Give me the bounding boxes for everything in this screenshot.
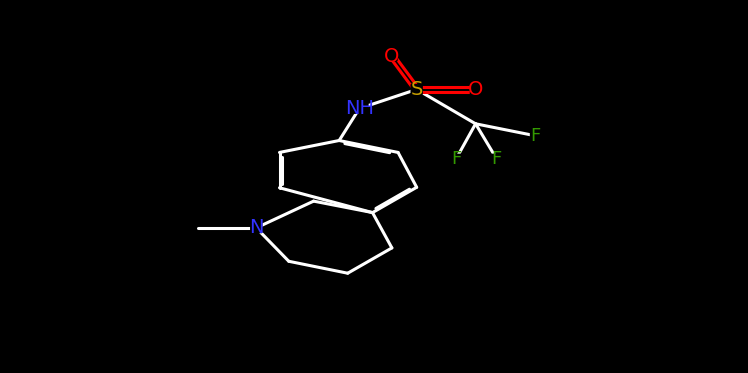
FancyBboxPatch shape bbox=[250, 222, 263, 233]
Text: F: F bbox=[451, 150, 462, 167]
Text: NH: NH bbox=[345, 99, 374, 118]
Text: O: O bbox=[468, 80, 483, 99]
FancyBboxPatch shape bbox=[451, 154, 462, 164]
FancyBboxPatch shape bbox=[491, 154, 502, 164]
Text: S: S bbox=[411, 80, 423, 99]
Text: O: O bbox=[384, 47, 399, 66]
Text: F: F bbox=[491, 150, 502, 167]
FancyBboxPatch shape bbox=[411, 84, 423, 95]
Text: F: F bbox=[530, 127, 540, 145]
FancyBboxPatch shape bbox=[350, 103, 369, 114]
FancyBboxPatch shape bbox=[530, 131, 541, 141]
FancyBboxPatch shape bbox=[470, 84, 482, 95]
Text: N: N bbox=[249, 218, 263, 237]
FancyBboxPatch shape bbox=[386, 51, 398, 62]
